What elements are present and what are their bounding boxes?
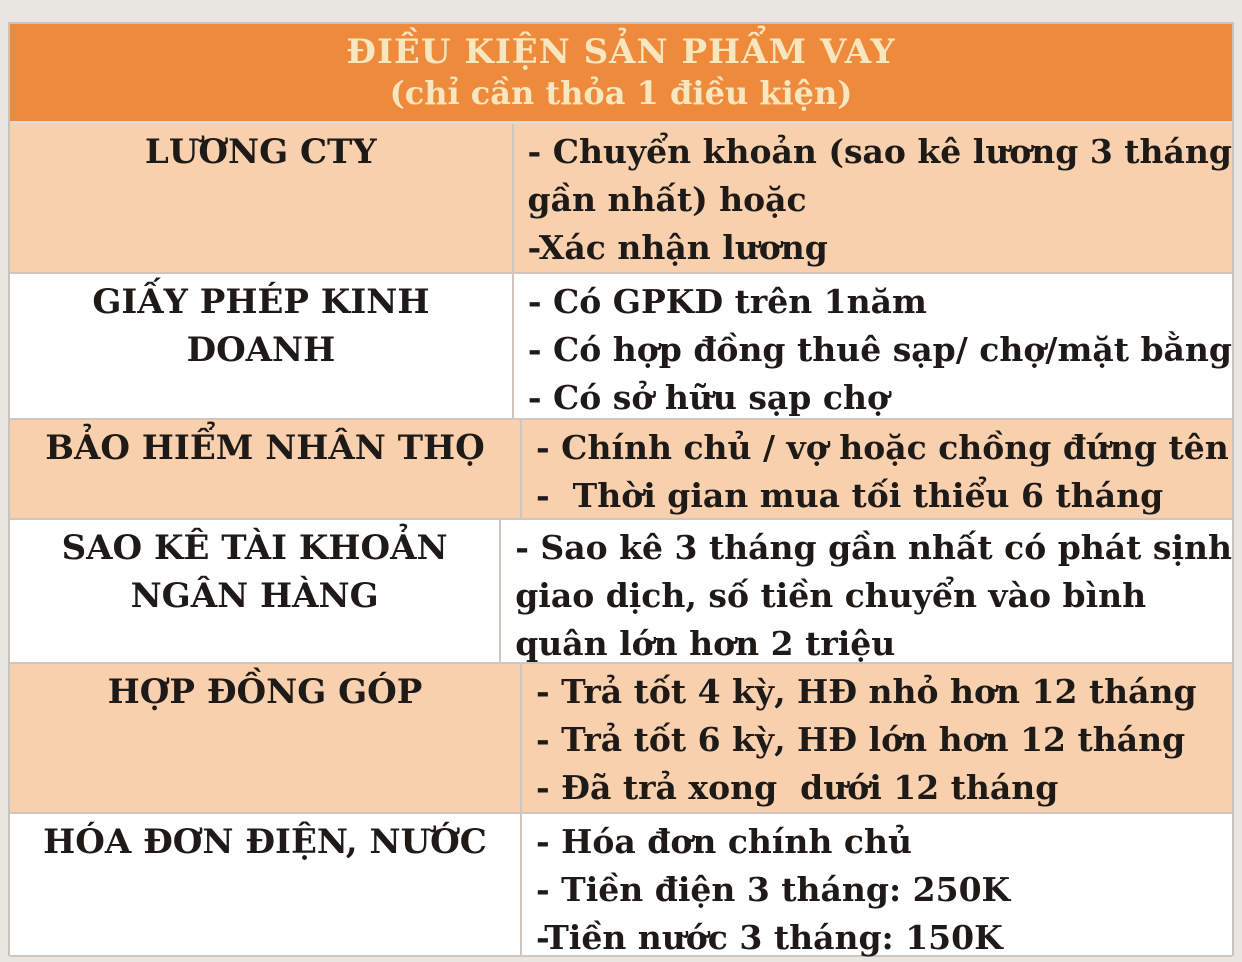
detail-line: - Chính chủ / vợ hoặc chồng đứng tên [536, 428, 1229, 467]
label-line: HÓA ĐƠN ĐIỆN, NƯỚC [43, 822, 487, 862]
detail-line: -Tiền nước 3 tháng: 150K [536, 918, 1003, 957]
label-line: HỢP ĐỒNG GÓP [107, 672, 423, 712]
condition-details: - Hóa đơn chính chủ - Tiền điện 3 tháng: … [522, 814, 1232, 957]
loan-conditions-table: ĐIỀU KIỆN SẢN PHẨM VAY (chỉ cần thỏa 1 đ… [8, 22, 1234, 957]
detail-line: - Có GPKD trên 1năm [527, 282, 927, 321]
condition-details: - Chính chủ / vợ hoặc chồng đứng tên - Th… [522, 420, 1232, 518]
condition-label: HÓA ĐƠN ĐIỆN, NƯỚC [10, 814, 522, 955]
label-line: BẢO HIỂM NHÂN THỌ [45, 428, 485, 468]
condition-label: SAO KÊ TÀI KHOẢN NGÂN HÀNG [10, 520, 502, 662]
table-title: ĐIỀU KIỆN SẢN PHẨM VAY [346, 32, 896, 72]
condition-label: HỢP ĐỒNG GÓP [10, 664, 522, 812]
label-line: LƯƠNG CTY [144, 132, 377, 172]
detail-line: - Chuyển khoản (sao kê lương 3 tháng [527, 132, 1232, 171]
detail-line: - Trả tốt 6 kỳ, HĐ lớn hơn 12 tháng [536, 720, 1186, 759]
condition-details: - Trả tốt 4 kỳ, HĐ nhỏ hơn 12 tháng - Trả… [522, 664, 1232, 812]
detail-line: - Hóa đơn chính chủ [536, 822, 912, 861]
label-line: GIẤY PHÉP KINH [92, 282, 430, 322]
table-row: HỢP ĐỒNG GÓP - Trả tốt 4 kỳ, HĐ nhỏ hơn 1… [10, 664, 1232, 814]
detail-line: - Thời gian mua tối thiểu 6 tháng [536, 476, 1164, 515]
condition-label: LƯƠNG CTY [10, 124, 514, 272]
detail-line: gần nhất) hoặc [527, 180, 807, 219]
condition-label: GIẤY PHÉP KINH DOANH [10, 274, 514, 418]
detail-line: - Có sở hữu sạp chợ [527, 378, 889, 417]
detail-line: -Xác nhận lương [527, 228, 828, 267]
condition-label: BẢO HIỂM NHÂN THỌ [10, 420, 522, 518]
table-row: BẢO HIỂM NHÂN THỌ - Chính chủ / vợ hoặc c… [10, 420, 1232, 520]
detail-line: quân lớn hơn 2 triệu [515, 624, 896, 663]
table-row: GIẤY PHÉP KINH DOANH - Có GPKD trên 1năm - … [10, 274, 1232, 420]
table-subtitle: (chỉ cần thỏa 1 điều kiện) [389, 74, 853, 112]
detail-line: - Tiền điện 3 tháng: 250K [536, 870, 1011, 909]
detail-line: giao dịch, số tiền chuyển vào bình [515, 576, 1147, 615]
detail-line: - Có hợp đồng thuê sạp/ chợ/mặt bằng [527, 330, 1232, 369]
condition-details: - Có GPKD trên 1năm - Có hợp đồng thuê sạ… [514, 274, 1232, 418]
table-body: LƯƠNG CTY - Chuyển khoản (sao kê lương 3 … [10, 124, 1232, 957]
label-line: NGÂN HÀNG [130, 576, 379, 616]
detail-line: - Đã trả xong dưới 12 tháng [536, 768, 1059, 807]
condition-details: - Chuyển khoản (sao kê lương 3 tháng gần … [514, 124, 1232, 272]
table-row: SAO KÊ TÀI KHOẢN NGÂN HÀNG - Sao kê 3 thán… [10, 520, 1232, 664]
table-row: LƯƠNG CTY - Chuyển khoản (sao kê lương 3 … [10, 124, 1232, 274]
label-line: SAO KÊ TÀI KHOẢN [61, 528, 448, 568]
table-row: HÓA ĐƠN ĐIỆN, NƯỚC - Hóa đơn chính chủ - T… [10, 814, 1232, 957]
condition-details: - Sao kê 3 tháng gần nhất có phát sịnh gi… [501, 520, 1232, 663]
label-line: DOANH [186, 330, 336, 370]
table-header: ĐIỀU KIỆN SẢN PHẨM VAY (chỉ cần thỏa 1 đ… [10, 24, 1232, 124]
detail-line: - Trả tốt 4 kỳ, HĐ nhỏ hơn 12 tháng [536, 672, 1197, 711]
detail-line: - Sao kê 3 tháng gần nhất có phát sịnh [515, 528, 1232, 567]
